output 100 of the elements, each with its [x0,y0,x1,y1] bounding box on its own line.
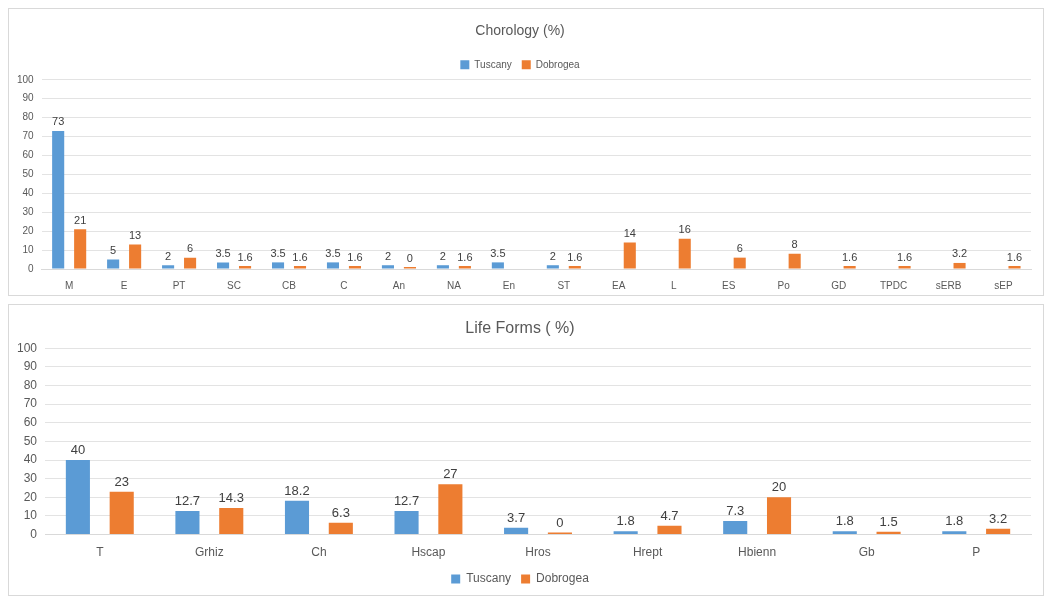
x-tick-label: P [972,545,981,560]
bar [109,491,134,535]
x-tick-label: M [64,279,74,291]
y-tick-label: 30 [22,205,35,217]
x-tick-label: Hros [525,545,551,560]
bar [843,265,856,269]
bar [733,257,746,269]
bar [326,262,340,269]
bar [723,520,748,535]
y-tick-label: 10 [22,243,35,255]
data-label: 1.6 [292,250,308,263]
x-tick-label: Grhiz [195,545,224,560]
bar [678,238,691,269]
bar [942,531,967,535]
x-tick-label: EA [612,279,626,291]
data-label: 18.2 [284,482,310,498]
bar [271,262,285,269]
bar [175,510,200,535]
bar [953,262,966,269]
data-label: 14.3 [218,490,244,506]
data-label: 1.8 [835,513,854,529]
data-label: 3.7 [507,509,526,525]
bar [766,497,792,535]
bar [504,527,529,535]
data-label: 21 [74,213,87,226]
x-tick-label: CB [282,279,297,291]
legend-label: Dobrogea [535,58,581,70]
bar [348,265,362,269]
x-tick-label: ST [557,279,571,291]
y-tick-label: 90 [22,92,35,104]
bar [568,265,581,269]
x-tick-label: Hscap [411,545,446,560]
y-tick-label: 90 [23,359,38,374]
x-tick-label: sEP [994,279,1014,291]
data-label: 7.3 [726,503,745,519]
x-tick-label: SC [227,279,241,291]
x-tick-label: ES [722,279,736,291]
bar [613,531,638,535]
data-label: 14 [623,227,636,240]
data-label: 8 [791,238,798,251]
data-label: 27 [443,466,458,482]
y-tick-label: 40 [23,452,38,467]
data-label: 5 [110,244,117,257]
bar [293,265,307,269]
bar [436,265,449,269]
bar [788,253,801,269]
data-label: 2 [384,249,392,262]
bar [239,265,252,269]
y-tick-label: 30 [23,470,38,485]
bar [217,262,230,269]
legend-label: Dobrogea [536,571,590,586]
data-label: 3.2 [951,247,968,260]
data-label: 1.6 [1006,250,1023,263]
data-label: 1.6 [896,250,913,263]
bar [381,265,394,269]
y-tick-label: 80 [22,111,35,123]
data-label: 6.3 [331,504,350,520]
y-tick-label: 100 [17,73,35,85]
bar [328,522,353,535]
data-label: 40 [70,442,86,458]
bar [546,265,559,269]
y-tick-label: 40 [22,187,35,199]
y-tick-label: 0 [30,526,38,541]
bar [65,460,90,535]
data-label: 1.8 [945,513,964,529]
data-label: 3.5 [270,246,286,259]
chart-title: Chorology (%) [475,22,565,39]
data-label: 12.7 [393,493,420,509]
x-tick-label: GD [831,279,847,291]
data-label: 0 [556,514,564,530]
y-tick-label: 50 [22,168,35,180]
data-label: 4.7 [660,507,679,523]
y-tick-label: 10 [23,508,38,523]
x-tick-label: Hrept [632,545,663,560]
data-label: 6 [187,242,194,255]
bar [491,262,504,269]
data-label: 13 [128,228,142,241]
x-tick-label: PT [172,279,186,291]
data-label: 1.5 [879,513,898,529]
y-tick-label: 50 [23,433,38,448]
y-tick-label: 0 [28,262,35,274]
y-tick-label: 100 [16,340,38,355]
x-tick-label: L [670,279,677,291]
data-label: 2 [549,249,556,262]
bar [657,525,682,535]
data-label: 3.2 [989,510,1008,526]
bar [284,500,310,535]
x-tick-label: sERB [935,279,962,291]
bar [162,265,175,269]
data-label: 1.6 [347,250,363,263]
bar [458,265,471,269]
data-label: 0 [406,251,413,264]
y-tick-label: 60 [22,149,35,161]
data-label: 1.8 [616,513,635,529]
bar [832,531,857,535]
data-label: 1.6 [457,250,473,263]
data-label: 3.5 [490,246,506,259]
y-tick-label: 20 [23,489,38,504]
y-tick-label: 60 [23,415,38,430]
data-label: 16 [678,223,691,236]
